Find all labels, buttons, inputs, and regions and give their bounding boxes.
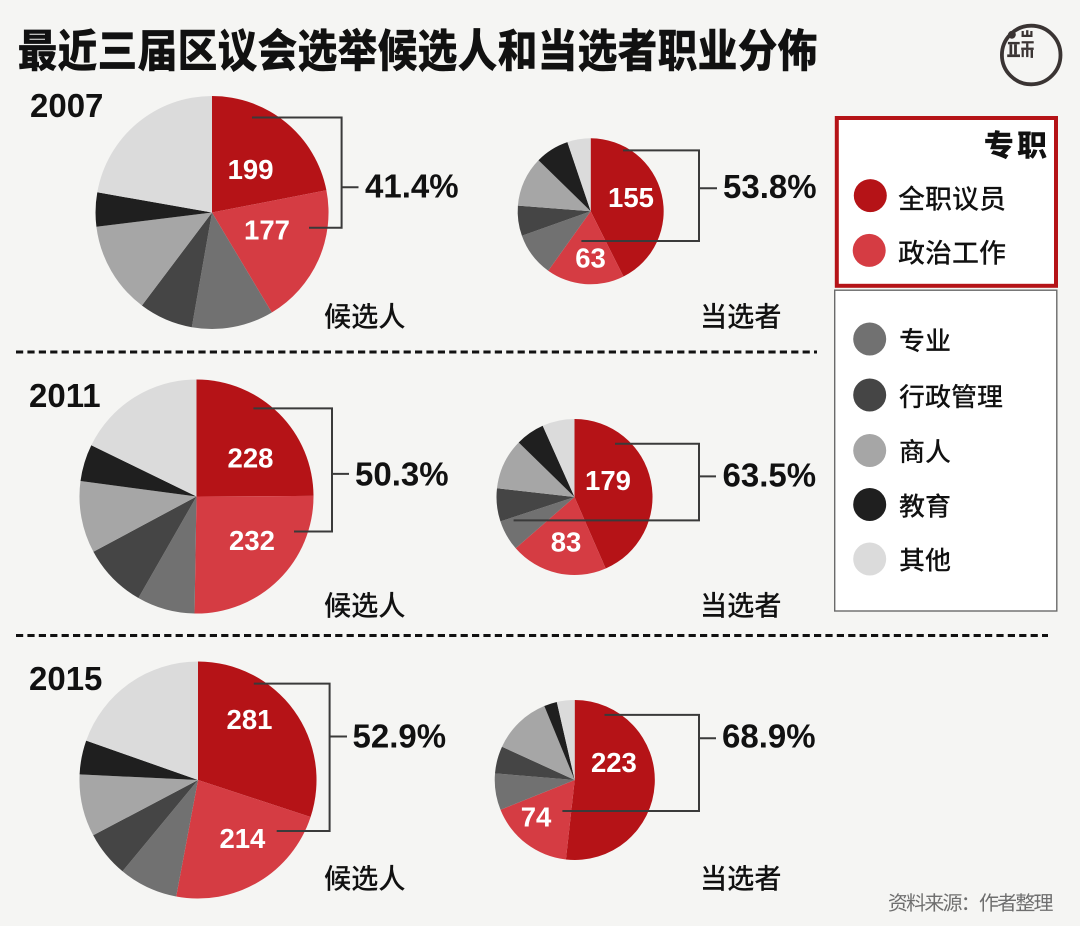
svg-text:63: 63 — [575, 243, 606, 274]
svg-text:63.5%: 63.5% — [723, 457, 817, 494]
svg-text:179: 179 — [585, 465, 631, 496]
svg-text:232: 232 — [229, 525, 275, 556]
svg-text:228: 228 — [228, 442, 274, 473]
svg-text:41.4%: 41.4% — [365, 168, 459, 205]
svg-text:2011: 2011 — [29, 377, 101, 414]
svg-text:214: 214 — [219, 823, 266, 854]
svg-text:2015: 2015 — [29, 660, 102, 697]
svg-text:53.8%: 53.8% — [723, 168, 817, 205]
svg-text:223: 223 — [591, 747, 637, 778]
svg-text:50.3%: 50.3% — [355, 456, 449, 493]
svg-text:52.9%: 52.9% — [353, 718, 447, 755]
svg-text:281: 281 — [227, 704, 273, 735]
svg-text:199: 199 — [228, 154, 274, 185]
svg-text:68.9%: 68.9% — [722, 717, 816, 754]
svg-text:74: 74 — [521, 802, 552, 833]
svg-text:83: 83 — [551, 527, 582, 558]
svg-text:155: 155 — [608, 182, 654, 213]
svg-text:2007: 2007 — [30, 87, 103, 124]
svg-text:177: 177 — [244, 215, 290, 246]
